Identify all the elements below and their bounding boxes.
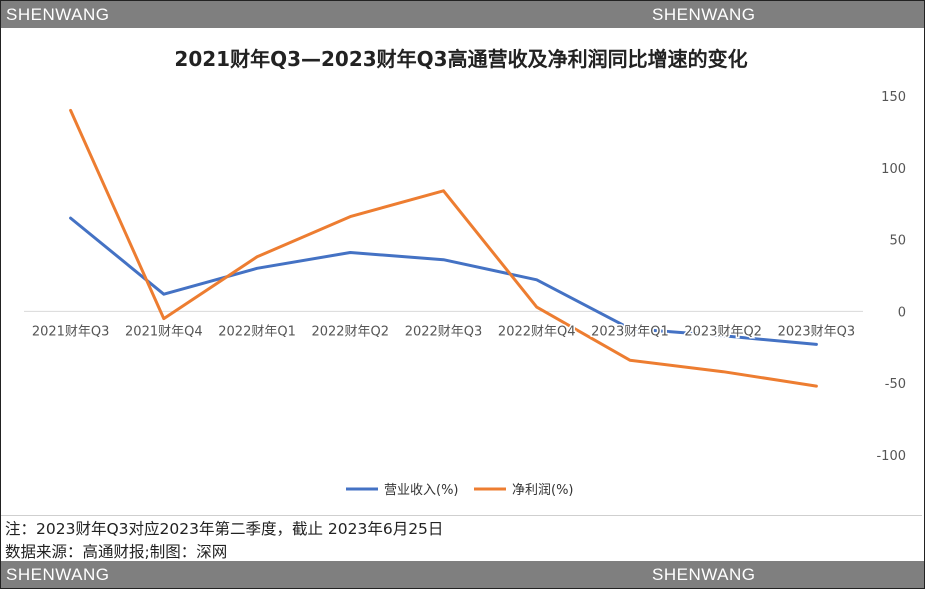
x-tick-label: 2022财年Q3 <box>405 324 483 339</box>
x-tick-label: 2023财年Q2 <box>684 324 762 339</box>
y-tick-label: 50 <box>889 234 906 249</box>
legend-revenue-label: 营业收入(%) <box>384 483 459 498</box>
data-source-note: 数据来源：高通财报;制图：深网 <box>5 543 228 561</box>
x-tick-label: 2022财年Q1 <box>218 324 296 339</box>
y-tick-label: 100 <box>881 162 906 177</box>
series-line-revenue <box>69 216 818 346</box>
watermark-text: SHENWANG <box>6 5 110 24</box>
x-tick-label: 2021财年Q3 <box>32 324 110 339</box>
chart-title: 2021财年Q3—2023财年Q3高通营收及净利润同比增速的变化 <box>174 47 747 71</box>
x-tick-label: 2021财年Q4 <box>125 324 203 339</box>
x-tick-label: 2023财年Q3 <box>778 324 856 339</box>
y-tick-label: 150 <box>881 90 906 105</box>
line-chart: 2021财年Q3—2023财年Q3高通营收及净利润同比增速的变化 150 100 5… <box>24 47 906 498</box>
footnote: 注：2023财年Q3对应2023年第二季度，截止 2023年6月25日 <box>5 520 444 538</box>
watermark-band-bottom: SHENWANG SHENWANG <box>1 561 924 588</box>
watermark-band-top: SHENWANG SHENWANG <box>1 1 924 28</box>
watermark-text: SHENWANG <box>6 565 110 584</box>
x-tick-label: 2023财年Q1 <box>591 324 669 339</box>
y-tick-label: -50 <box>885 377 906 392</box>
y-tick-label: -100 <box>876 449 906 464</box>
x-tick-label: 2022财年Q4 <box>498 324 576 339</box>
watermark-text: SHENWANG <box>652 5 756 24</box>
legend-profit-label: 净利润(%) <box>512 483 574 498</box>
chart-area: 2021财年Q3—2023财年Q3高通营收及净利润同比增速的变化 150 100 5… <box>1 28 922 516</box>
series-line-profit <box>69 108 818 388</box>
watermark-text: SHENWANG <box>652 565 756 584</box>
x-tick-label: 2022财年Q2 <box>311 324 389 339</box>
y-tick-label: 0 <box>898 305 906 320</box>
